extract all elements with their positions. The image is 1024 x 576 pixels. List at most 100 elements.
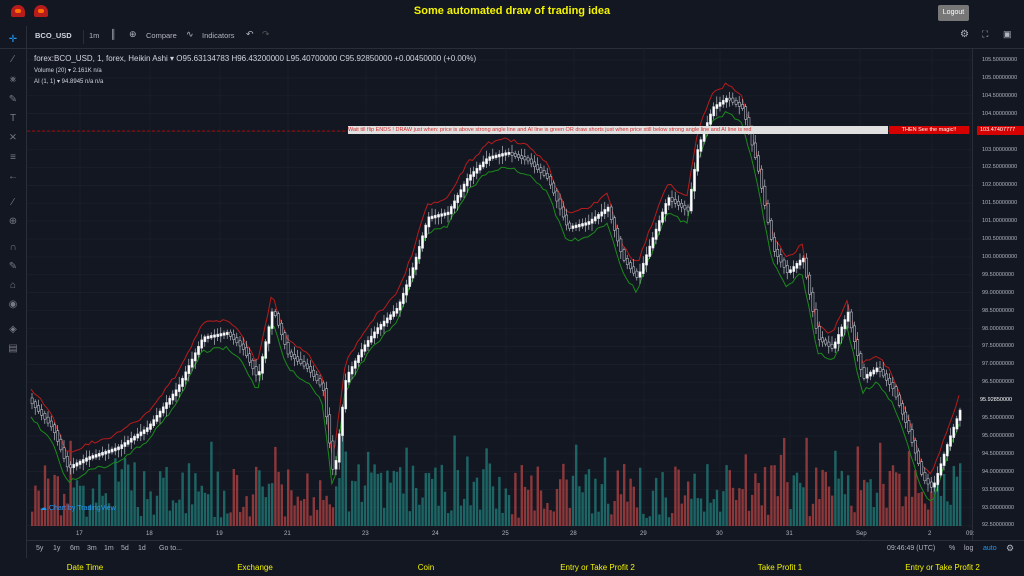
redo-icon[interactable]: ↷ [262,29,270,39]
volume-bar [101,495,104,526]
tradingview-logo[interactable]: ☁ Chart by TradingView [40,505,116,512]
price-axis[interactable] [972,48,1024,540]
volume-bar [376,473,379,526]
auto-toggle[interactable]: auto [983,545,997,552]
candle-body [808,274,812,295]
candle-body [792,266,796,272]
volume-bar [299,500,303,526]
magnet-icon[interactable]: ∩ [9,242,17,253]
compare-icon[interactable]: ⊕ [129,29,137,39]
volume-bar [779,454,783,526]
volume-bar [863,479,866,526]
volume-bar [469,505,472,526]
candle-body [120,444,124,449]
arrow-icon[interactable]: ← [8,171,18,182]
volume-bar [607,503,610,526]
candle-body [433,214,437,219]
logout-button[interactable]: Logout [938,5,969,21]
crosshair-icon[interactable]: ✛ [8,34,18,45]
indicators-icon[interactable]: ∿ [186,29,194,39]
legend-ai[interactable]: AI (1, 1) ▾ 94.8945 n/a n/a [34,79,104,85]
volume-bar [107,503,111,526]
settings-icon[interactable]: ⚙ [960,29,969,40]
compare-button[interactable]: Compare [146,31,177,40]
fullscreen-icon[interactable]: ⛶ [982,29,989,39]
trend-line-icon[interactable]: ∕ [12,54,14,65]
range-button[interactable]: 1d [138,545,146,552]
volume-bar [447,513,450,526]
stay-drawing-icon[interactable]: ✎ [8,261,18,272]
camera-icon[interactable]: ▣ [1003,29,1012,39]
indicators-button[interactable]: Indicators [202,31,235,40]
page-title: Some automated draw of trading idea [413,5,611,17]
range-button[interactable]: 3m [87,545,97,552]
range-button[interactable]: 5y [36,545,44,552]
candle-body [529,158,533,165]
text-icon[interactable]: T [9,113,17,124]
upper-indicator-line [30,82,960,475]
time-tick: 24 [432,531,439,537]
candle-body [917,450,920,464]
volume-bar [632,486,635,526]
price-tick: 97.50000000 [982,343,1015,350]
candle-body [248,353,252,363]
volume-bar [856,446,859,526]
volume-bar [885,507,888,526]
pitchfork-icon[interactable]: ⨳ [9,74,17,85]
price-tick: 103.00000000 [982,146,1018,153]
volume-bar [245,496,248,526]
volume-bar [69,440,72,526]
interval-select[interactable]: 1m [89,31,100,40]
lock-icon[interactable]: ⌂ [9,280,17,291]
fib-icon[interactable]: ≡ [10,152,16,163]
eye-icon[interactable]: ◉ [8,299,18,310]
range-button[interactable]: 5d [121,545,129,552]
zoom-icon[interactable]: ⊕ [8,216,18,227]
volume-bar [459,505,463,526]
candle-style-icon[interactable]: ║ [110,29,117,39]
candle-body [638,271,642,278]
range-button[interactable]: 1m [104,545,114,552]
volume-bar [635,507,639,526]
percent-toggle[interactable]: % [949,545,956,552]
range-button[interactable]: 1y [53,545,61,552]
volume-bar [837,478,840,526]
price-tick: 101.50000000 [982,200,1018,207]
symbol-select[interactable]: BCO_USD [35,31,72,40]
candle-body [385,317,389,324]
candle-body [181,377,184,387]
volume-bar [98,474,101,526]
price-chart[interactable] [27,48,972,540]
volume-bar [251,494,255,526]
log-toggle[interactable]: log [964,545,974,552]
candle-body [408,275,412,287]
candle-body [817,326,821,341]
range-button[interactable]: 6m [70,545,80,552]
ruler-icon[interactable]: ∕ [12,197,14,208]
volume-bar [760,505,763,526]
candle-body [728,97,732,101]
volume-bar [917,493,920,526]
goto-button[interactable]: Go to... [159,545,182,552]
candle-body [257,371,261,376]
candle-body [641,262,645,274]
legend-volume[interactable]: Volume (20) ▾ 2.161K n/a [34,68,102,74]
candle-body [101,451,104,456]
volume-bar [418,504,421,526]
trash-icon[interactable]: ▤ [8,343,18,354]
layers-icon[interactable]: ◈ [9,324,17,335]
brush-icon[interactable]: ✎ [8,94,18,105]
volume-bar [258,470,261,526]
volume-bar [533,510,536,526]
pattern-icon[interactable]: ⨯ [8,132,18,143]
volume-bar [808,516,811,526]
volume-bar [335,486,338,526]
candle-body [328,414,332,444]
candle-body [197,345,200,355]
undo-icon[interactable]: ↶ [246,29,254,39]
candle-body [94,454,98,458]
volume-bar [392,470,395,526]
candle-body [85,457,88,462]
settings-icon[interactable]: ⚙ [1006,543,1015,553]
volume-bar [219,517,223,526]
